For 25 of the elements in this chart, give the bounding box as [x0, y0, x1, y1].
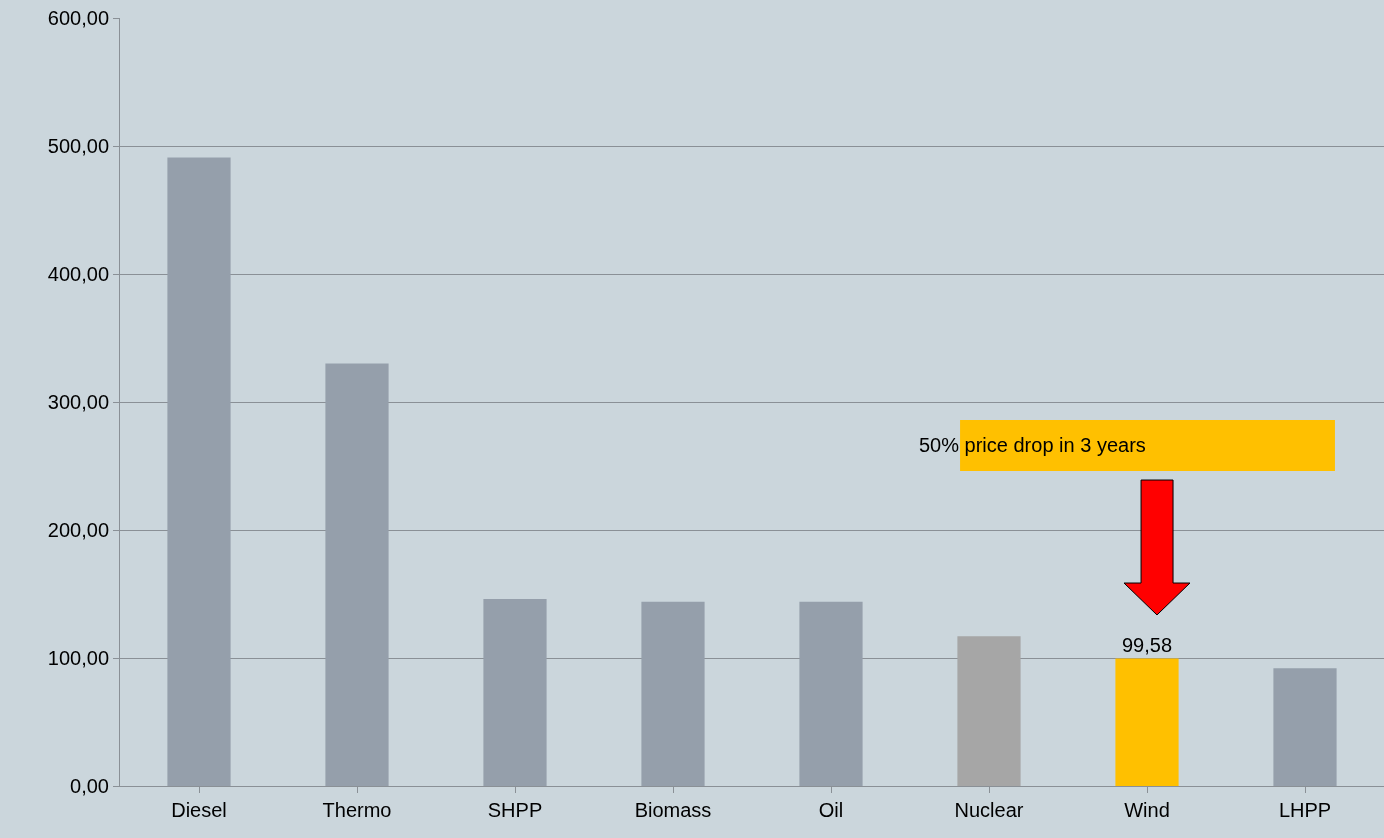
bar — [957, 636, 1021, 786]
bar — [641, 601, 705, 786]
x-tick-label: Wind — [1124, 799, 1170, 821]
bar — [167, 157, 231, 786]
bar — [325, 363, 389, 786]
x-tick-label: SHPP — [487, 799, 543, 821]
x-tick-label: Diesel — [171, 799, 227, 821]
x-tick-label: Biomass — [634, 799, 712, 821]
annotation: 50% price drop in 3 years — [919, 434, 1146, 456]
data-label: 99,58 — [1121, 633, 1173, 656]
x-tick-label: Nuclear — [954, 799, 1024, 821]
y-tick-label: 600,00 — [47, 7, 109, 29]
bar — [1273, 668, 1337, 786]
y-tick-label: 400,00 — [47, 263, 109, 285]
y-tick-label: 100,00 — [47, 647, 109, 669]
y-tick-label: 200,00 — [47, 519, 109, 541]
bar — [483, 599, 547, 786]
y-tick-label: 0,00 — [70, 775, 109, 797]
x-tick-label: LHPP — [1278, 799, 1332, 821]
x-tick-label: Oil — [818, 799, 844, 821]
bar — [799, 601, 863, 786]
bar — [1115, 658, 1179, 786]
y-tick-label: 300,00 — [47, 391, 109, 413]
x-tick-label: Thermo — [322, 799, 392, 821]
y-tick-label: 500,00 — [47, 135, 109, 157]
